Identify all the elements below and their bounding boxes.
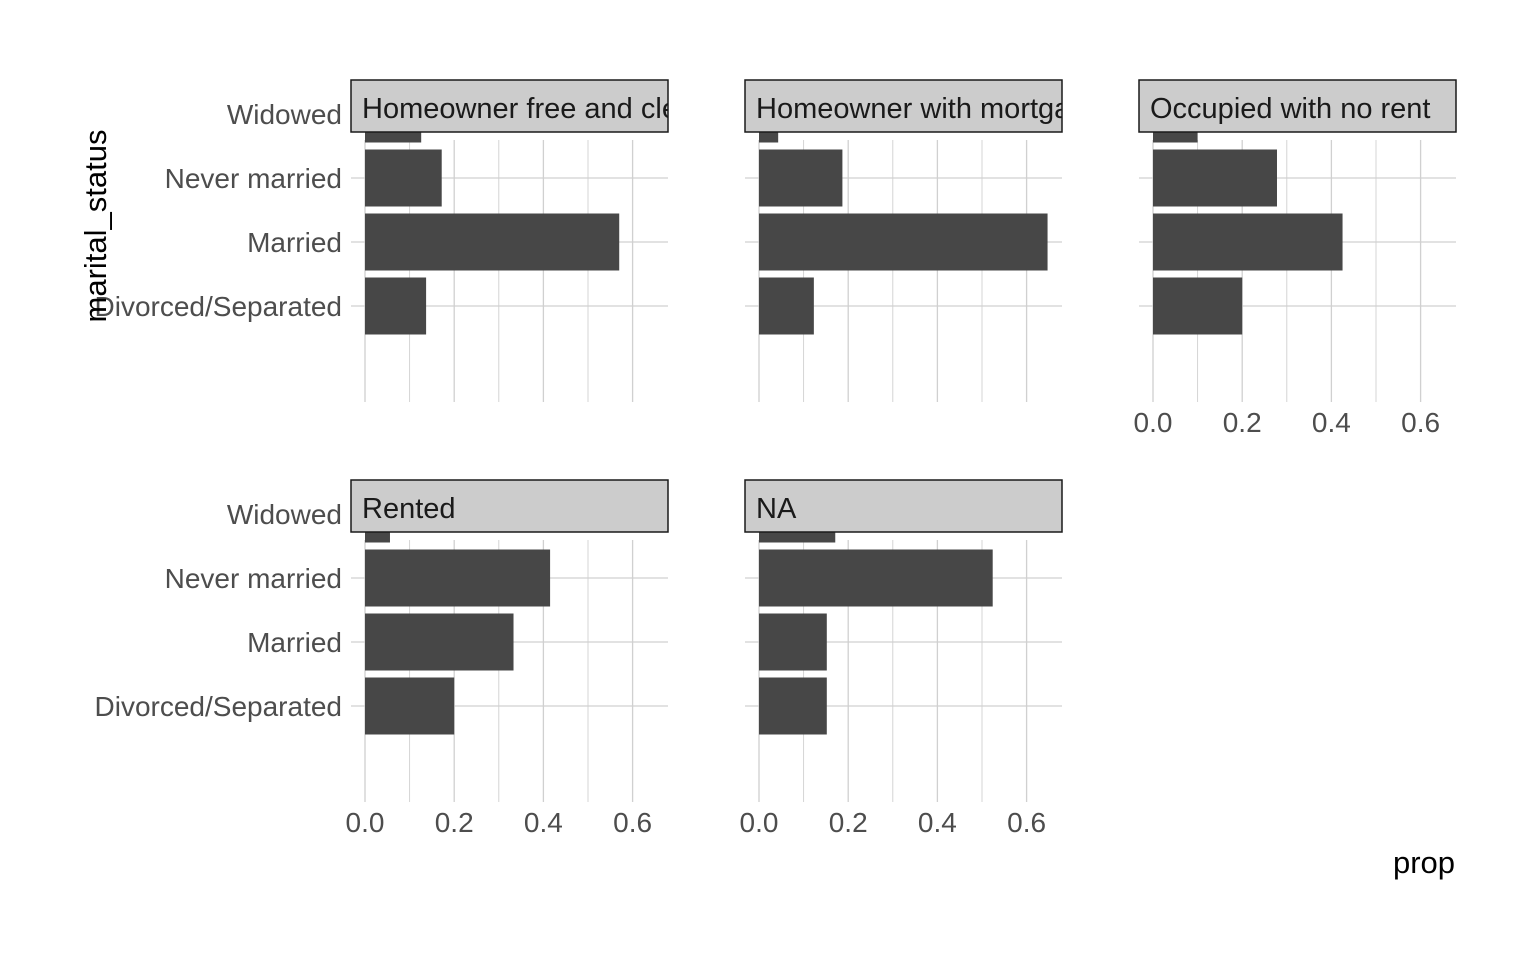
bar	[1153, 277, 1243, 335]
bar	[759, 277, 814, 335]
y-axis-title: marital_status	[78, 130, 113, 323]
facet-strip-title: Rented	[362, 493, 456, 525]
x-tick-label: 0.2	[435, 807, 474, 838]
bar	[365, 549, 551, 607]
bar	[365, 613, 514, 671]
bar	[759, 613, 827, 671]
facet-strip	[744, 479, 1063, 533]
x-tick-label: 0.2	[829, 807, 868, 838]
bar	[1153, 149, 1277, 207]
facet-panel: Rented Divorced/Separated Married Never mar…	[95, 479, 669, 838]
facet-strip-title: NA	[756, 493, 797, 525]
bar	[759, 549, 993, 607]
category-label: Never married	[165, 163, 342, 194]
bar	[759, 677, 827, 735]
x-tick-label: 0.4	[1312, 407, 1351, 438]
x-axis-title: prop	[1393, 845, 1455, 880]
x-tick-label: 0.6	[613, 807, 652, 838]
x-tick-label: 0.0	[1134, 407, 1173, 438]
category-label: Divorced/Separated	[95, 291, 342, 322]
facet-strip	[1138, 79, 1457, 133]
category-label: Never married	[165, 563, 342, 594]
bar	[1153, 213, 1343, 271]
category-label: Divorced/Separated	[95, 691, 342, 722]
facet-panel: Homeowner with mortgage	[744, 79, 1103, 402]
facet-strip-title: Homeowner with mortgage	[756, 93, 1103, 125]
bar	[365, 149, 442, 207]
panels: Homeowner free and clear Divorced/Separat…	[95, 79, 1457, 838]
x-tick-label: 0.0	[346, 807, 385, 838]
facet-panel: Occupied with no rent 0.0 0.2 0.4 0.6	[1134, 79, 1457, 438]
category-label: Married	[247, 627, 342, 658]
facet-strip	[350, 79, 669, 133]
bar	[759, 213, 1048, 271]
category-label: Married	[247, 227, 342, 258]
x-tick-label: 0.4	[918, 807, 957, 838]
category-label: Widowed	[227, 499, 342, 530]
bar	[365, 277, 427, 335]
facet-strip-title: Homeowner free and clear	[362, 93, 704, 125]
category-label: Widowed	[227, 99, 342, 130]
facet-panel: Homeowner free and clear Divorced/Separat…	[95, 79, 704, 402]
x-tick-label: 0.0	[740, 807, 779, 838]
x-tick-label: 0.2	[1223, 407, 1262, 438]
x-tick-label: 0.6	[1007, 807, 1046, 838]
bar	[365, 213, 620, 271]
facet-panel: NA 0.0 0.2 0.4 0.6	[740, 479, 1063, 838]
bar	[365, 677, 455, 735]
facet-strip	[350, 479, 669, 533]
bar	[759, 149, 843, 207]
x-tick-label: 0.6	[1401, 407, 1440, 438]
x-tick-label: 0.4	[524, 807, 563, 838]
facet-strip-title: Occupied with no rent	[1150, 93, 1430, 125]
facet-strip	[744, 79, 1063, 133]
